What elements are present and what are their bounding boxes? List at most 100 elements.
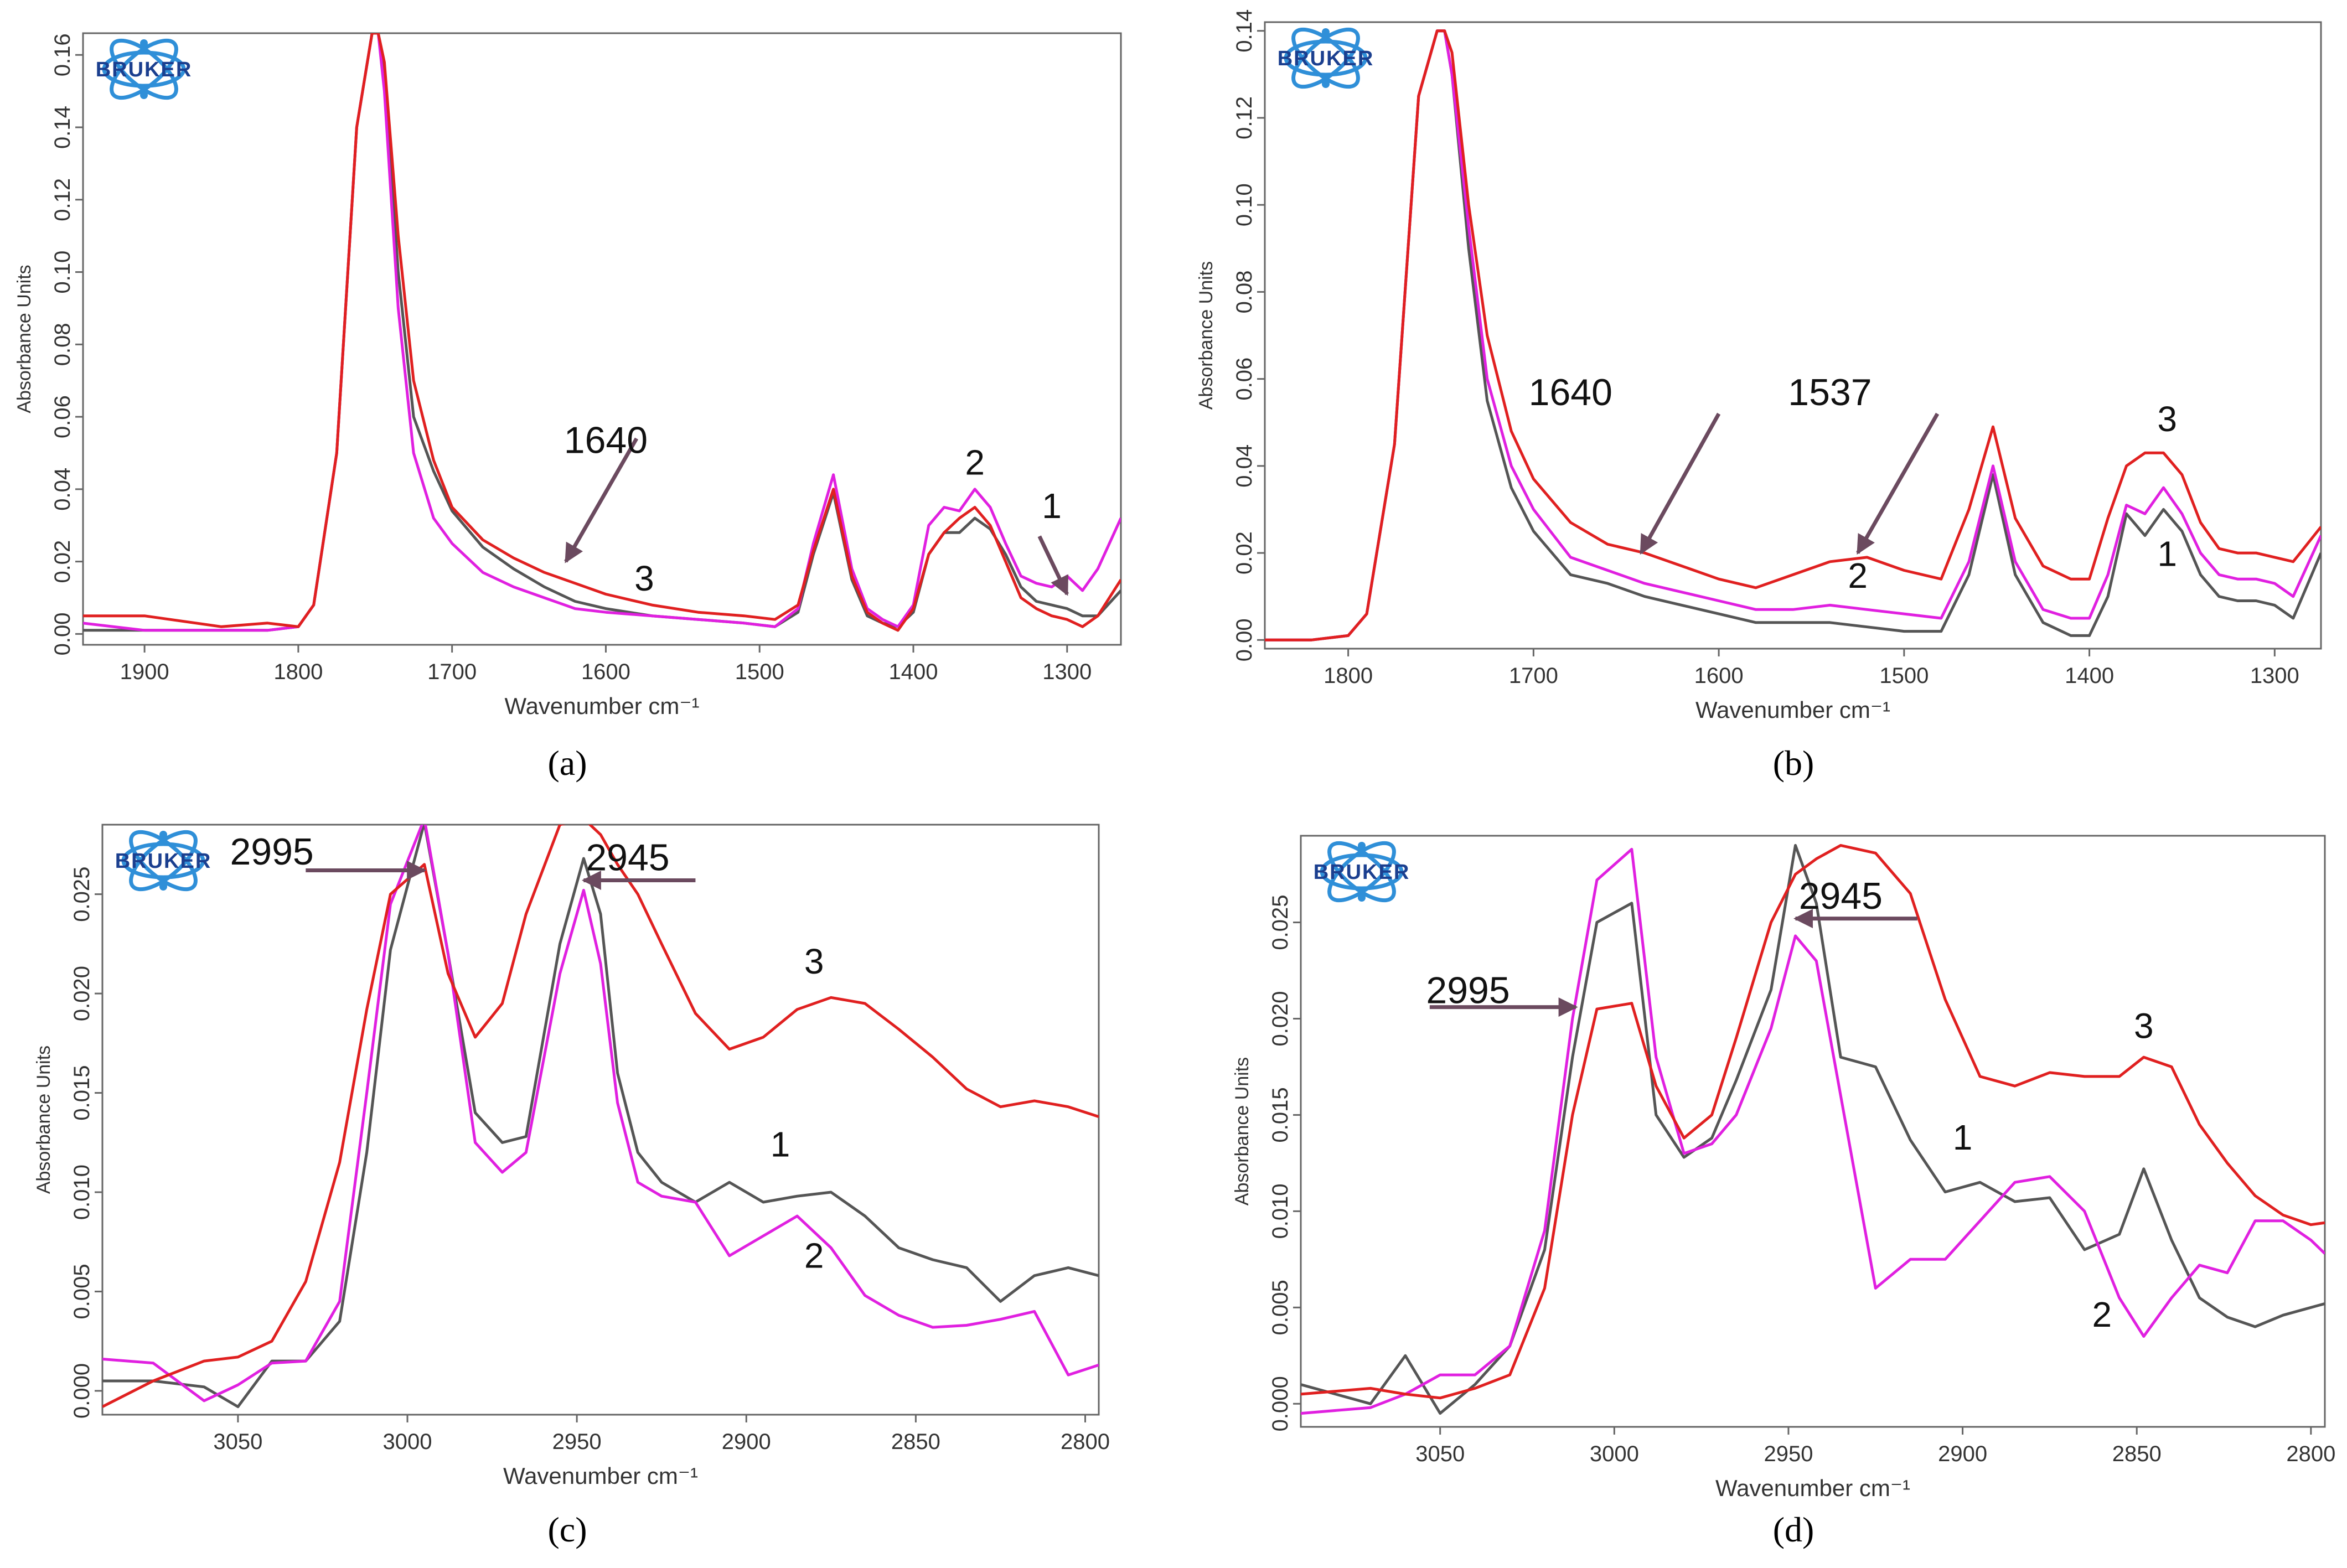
y-tick-label: 0.000 [70,1363,94,1419]
series-line-1 [1301,843,2325,1415]
bruker-logo-icon: BRUKER [1278,27,1374,89]
panel-c: 3050 3000 2950 2900 2850 2800 0.000 0.005 0.010 0… [33,824,1110,1549]
plot-frame [1300,835,2326,1428]
panel-b: 1800 1700 1600 1500 1400 1300 0.00 0.02 0.04 0.06… [1196,9,2322,783]
curve-label: 1 [1953,1117,1973,1157]
curve-label: 3 [634,558,654,598]
brand-text: BRUKER [115,850,212,873]
curve-label: 1 [2157,534,2177,574]
annotation-label: 1537 [1788,371,1872,413]
y-tick-label: 0.06 [1232,358,1257,401]
curve-label: 3 [2134,1006,2154,1046]
x-tick-label: 2800 [1061,1430,1110,1454]
curve-label: 2 [2092,1295,2112,1334]
x-tick-label: 1700 [1509,664,1558,688]
y-tick-label: 0.025 [1268,894,1293,950]
x-tick-label: 3000 [383,1430,432,1454]
curve-label: 2 [1848,556,1868,596]
series-line-3 [83,33,1121,632]
series-group [102,825,1099,1409]
x-tick-label: 2900 [1938,1442,1987,1466]
y-tick-label: 0.010 [70,1165,94,1220]
curve-label: 1 [771,1124,790,1164]
y-tick-label: 0.020 [70,966,94,1021]
x-tick-label: 2800 [2286,1442,2335,1466]
y-tick-label: 0.020 [1268,991,1293,1046]
series-line-2 [83,33,1121,632]
curve-label: 2 [804,1235,824,1275]
y-tick-label: 0.010 [1268,1183,1293,1239]
curve-label: 3 [804,941,824,981]
annotation-label: 2995 [230,831,313,873]
y-tick-label: 0.00 [50,612,75,655]
brand-text: BRUKER [1314,861,1410,884]
series-group [1301,843,2325,1415]
y-tick-label: 0.000 [1268,1376,1293,1431]
annotation-arrow [1037,535,1069,596]
x-tick-label: 1500 [735,660,784,684]
curve-label: 1 [1042,486,1062,526]
series-line-3 [1301,843,2325,1400]
series-line-2 [102,825,1099,1403]
annotation-arrow [564,437,639,563]
bruker-logo-icon: BRUKER [115,830,212,892]
annotation-label: 2995 [1426,970,1509,1012]
x-tick-label: 1800 [273,660,323,684]
y-tick-label: 0.015 [70,1065,94,1120]
y-tick-label: 0.10 [50,251,75,294]
series-group [1265,29,2321,641]
x-tick-label: 1300 [2250,664,2299,688]
x-tick-label: 2950 [552,1430,602,1454]
panel-d: 3050 3000 2950 2900 2850 2800 0.000 0.005 0.010 0… [1232,835,2335,1549]
y-tick-label: 0.12 [50,178,75,221]
series-group [83,33,1121,632]
plot-frame [101,824,1100,1416]
annotation-label: 1640 [1529,371,1612,413]
x-axis-title: Wavenumber cm⁻¹ [503,1463,698,1489]
y-tick-label: 0.14 [50,106,75,149]
bruker-logo-icon: BRUKER [96,38,193,100]
plot-frame [1264,21,2322,650]
x-axis-title: Wavenumber cm⁻¹ [1695,697,1890,723]
x-tick-label: 1800 [1324,664,1373,688]
plot-frame [82,32,1122,646]
panel-a: 1900 1800 1700 1600 1500 1400 1300 0.00 0.02 0.04… [14,32,1122,783]
x-axis-title: Wavenumber cm⁻¹ [1715,1475,1910,1501]
x-tick-label: 1600 [1694,664,1744,688]
y-axis-title: Absorbance Units [33,1046,54,1194]
y-tick-label: 0.04 [50,468,75,511]
y-tick-label: 0.16 [50,33,75,76]
y-axis-title: Absorbance Units [1196,261,1217,410]
panel-caption: (a) [547,743,587,783]
curve-label: 2 [965,443,985,483]
series-line-3 [102,825,1099,1408]
annotation-arrow [1856,412,1940,555]
y-tick-label: 0.005 [1268,1280,1293,1335]
x-tick-label: 1300 [1042,660,1092,684]
annotation-arrow [1639,412,1721,555]
y-axis-title: Absorbance Units [14,265,35,413]
y-tick-label: 0.12 [1232,96,1257,139]
x-tick-label: 2850 [891,1430,940,1454]
annotation-label: 1640 [564,419,648,461]
brand-text: BRUKER [1278,47,1374,70]
panel-caption: (d) [1773,1510,1814,1549]
x-tick-label: 3050 [1415,1442,1465,1466]
bruker-logo-icon: BRUKER [1314,841,1410,903]
y-tick-label: 0.08 [50,323,75,366]
x-tick-label: 3050 [213,1430,262,1454]
annotation-label: 2945 [1799,875,1883,917]
y-tick-label: 0.005 [70,1264,94,1319]
series-line-3 [1265,29,2321,641]
series-line-2 [1301,847,2325,1415]
x-tick-label: 2950 [1764,1442,1813,1466]
x-tick-label: 1900 [120,660,169,684]
series-line-1 [83,33,1121,632]
brand-text: BRUKER [96,58,193,81]
y-tick-label: 0.00 [1232,618,1257,661]
y-tick-label: 0.025 [70,867,94,922]
y-tick-label: 0.02 [50,540,75,583]
y-tick-label: 0.08 [1232,270,1257,313]
curve-label: 3 [2157,399,2177,439]
